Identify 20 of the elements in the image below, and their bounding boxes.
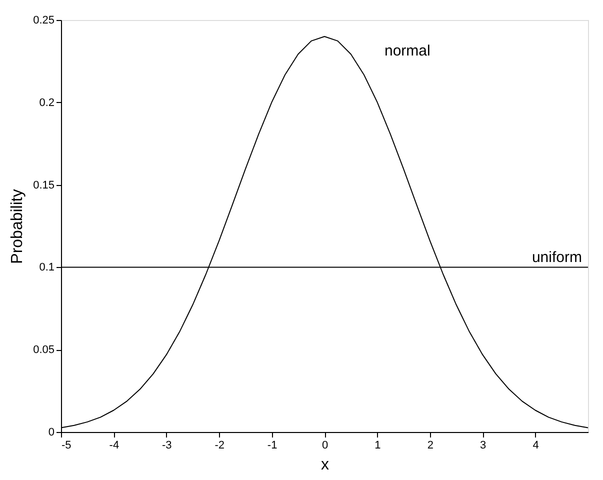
series-label: uniform	[532, 249, 582, 266]
y-tick-label: 0.25	[33, 14, 54, 26]
y-axis-title: Probability	[9, 189, 26, 264]
y-tick-label: 0.15	[33, 179, 54, 192]
y-tick-label: 0	[48, 426, 54, 438]
x-tick-label: 1	[374, 440, 381, 452]
x-tick-label: 3	[480, 440, 486, 452]
x-axis-title: x	[321, 456, 329, 474]
y-tick-label: 0.1	[39, 262, 54, 274]
x-tick-label: -3	[162, 440, 172, 452]
x-tick-label: 4	[532, 440, 539, 452]
x-tick-label: 0	[322, 440, 328, 452]
x-tick-label: -5	[62, 440, 72, 452]
x-tick-label: -2	[214, 440, 224, 452]
y-tick-label: 0.2	[39, 96, 54, 109]
y-tick-label: 0.05	[33, 344, 54, 356]
x-tick-label: -4	[109, 440, 120, 452]
x-tick-label: -1	[267, 440, 278, 452]
x-tick-label: 2	[427, 440, 434, 452]
series-label: normal	[384, 42, 430, 60]
